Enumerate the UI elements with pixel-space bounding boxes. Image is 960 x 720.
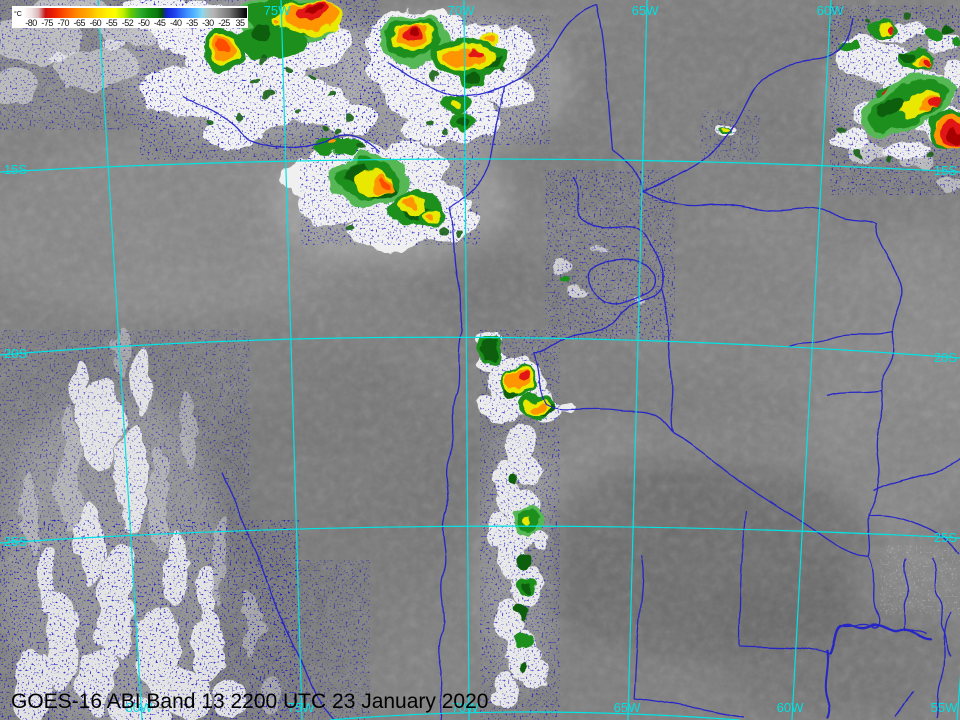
image-caption: GOES-16 ABI Band 13 2200 UTC 23 January …: [11, 690, 489, 713]
colorbar-tick--45: -45: [153, 18, 166, 28]
temperature-colorbar: °C -80 -75 -70 -65 -60 -55 -52 -50 -45 -40 -35 -30-…: [12, 6, 248, 28]
grid-label-60w: 60W: [776, 700, 804, 715]
gridline-lat-30s: [329, 711, 741, 720]
colorbar-unit-label: °C: [14, 11, 22, 18]
colorbar-tick--55: -55: [105, 18, 118, 28]
colorbar-tick--80: -80: [25, 18, 37, 28]
gridline-lat-25s: [0, 525, 960, 544]
colorbar-tick--30: -30: [202, 18, 214, 28]
colorbar-gradient: [23, 8, 247, 18]
colorbar-tick--70: -70: [57, 18, 69, 28]
gridline-lon-70w: [463, 0, 470, 720]
grid-label-70w: 70W: [451, 700, 479, 715]
colorbar-tick--35: -35: [186, 18, 198, 28]
convection-layer: [205, 0, 960, 669]
grid-label-75w: 75W: [287, 700, 315, 715]
grid-label-25s: 25S: [4, 534, 28, 549]
colorbar-ticks: -80 -75 -70 -65 -60 -55 -52 -50 -45 -40 -35 -30 -25 3…: [23, 18, 248, 28]
colorbar-tick-35: 35: [235, 18, 246, 28]
colorbar-tick--50: -50: [137, 18, 150, 28]
grid-label-60w: 60W: [816, 3, 844, 18]
colorbar-tick--40: -40: [169, 18, 182, 28]
colorbar-tick--65: -65: [73, 18, 86, 28]
colorbar-tick--60: -60: [89, 18, 102, 28]
grid-label-65w: 65W: [613, 700, 641, 715]
gridline-lon-65w: [627, 0, 648, 720]
colorbar-tick--25: -25: [218, 18, 230, 28]
grid-label-25s: 25S: [933, 530, 957, 545]
colorbar-tick--75: -75: [41, 18, 53, 28]
gridline-lat-20s: [0, 336, 960, 359]
grid-label-80w: 80W: [125, 700, 153, 715]
gridline-lat-15s: [0, 158, 960, 173]
gridline-lon-60w: [791, 0, 832, 720]
grid-label-20s: 20S: [4, 346, 28, 361]
grid-label-15s: 15S: [933, 163, 957, 178]
grid-label-55w: 55W: [930, 700, 958, 715]
grid-label-20s: 20S: [933, 350, 957, 365]
grid-label-15s: 15S: [4, 162, 28, 177]
grid-label-65w: 65W: [631, 3, 659, 18]
colorbar-tick--52: -52: [121, 18, 134, 28]
grid-label-75w: 75W: [263, 3, 291, 18]
grid-label-70w: 70W: [447, 3, 475, 18]
gridline-lon-75w: [280, 0, 303, 720]
borders-layer: [181, 3, 960, 720]
gridline-lon-80w: [97, 0, 143, 720]
